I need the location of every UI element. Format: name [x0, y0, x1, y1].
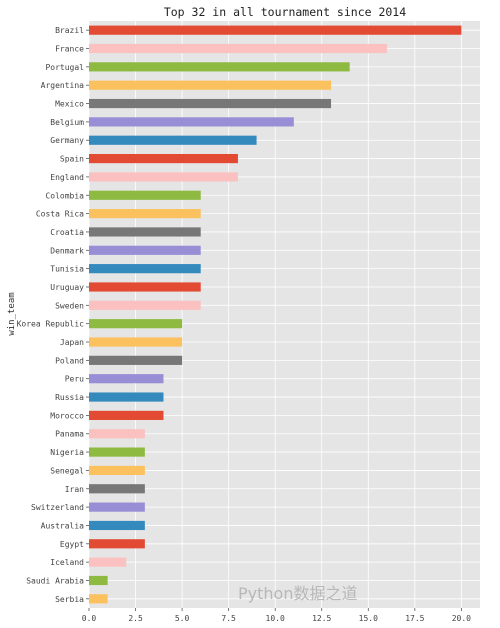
- x-tick-label-8: 20.0: [452, 614, 471, 623]
- bar-argentina: [89, 80, 332, 90]
- y-tick-label-26: Switzerland: [31, 503, 84, 512]
- y-tick-label-12: Denmark: [50, 246, 84, 255]
- bar-spain: [89, 153, 238, 164]
- x-tick-label-2: 5.0: [175, 614, 190, 623]
- bars: [89, 25, 462, 604]
- bar-costa-rica: [89, 209, 201, 219]
- y-tick-label-4: Mexico: [55, 100, 84, 109]
- y-tick-label-17: Japan: [60, 338, 84, 347]
- bar-morocco: [89, 410, 164, 420]
- y-tick-label-27: Australia: [41, 521, 85, 530]
- y-tick-label-30: Saudi Arabia: [26, 576, 84, 585]
- y-tick-label-25: Iran: [65, 485, 84, 494]
- bar-australia: [89, 520, 145, 531]
- bar-senegal: [89, 465, 145, 476]
- bar-iran: [89, 484, 145, 494]
- y-tick-label-21: Morocco: [50, 411, 84, 420]
- y-tick-label-24: Senegal: [50, 466, 84, 475]
- x-tick-label-1: 2.5: [128, 614, 143, 623]
- x-tick-label-3: 7.5: [221, 614, 236, 623]
- watermark: Python数据之道: [238, 584, 357, 603]
- y-tick-label-15: Sweden: [55, 301, 84, 310]
- x-tick-label-7: 17.5: [405, 614, 424, 623]
- x-tick-label-0: 0.0: [82, 614, 97, 623]
- bar-serbia: [89, 594, 108, 604]
- y-tick-label-7: Spain: [60, 155, 84, 164]
- bar-sweden: [89, 300, 201, 310]
- bar-tunisia: [89, 264, 201, 274]
- y-tick-label-18: Poland: [55, 356, 84, 365]
- y-tick-label-29: Iceland: [50, 558, 84, 567]
- bar-saudi-arabia: [89, 575, 108, 586]
- y-tick-label-3: Argentina: [41, 81, 85, 90]
- y-tick-label-23: Nigeria: [50, 448, 84, 457]
- bar-portugal: [89, 62, 350, 72]
- x-tick-label-6: 15.0: [359, 614, 378, 623]
- bar-colombia: [89, 190, 201, 200]
- x-tick-label-4: 10.0: [266, 614, 285, 623]
- bar-uruguay: [89, 282, 201, 292]
- y-axis-label: win_team: [7, 292, 17, 335]
- bar-mexico: [89, 98, 332, 109]
- bar-switzerland: [89, 502, 145, 512]
- y-tick-label-31: Serbia: [55, 595, 84, 604]
- x-tick-label-5: 12.5: [312, 614, 331, 623]
- y-tick-label-22: Panama: [55, 430, 84, 439]
- bar-peru: [89, 374, 164, 384]
- y-tick-label-9: Colombia: [45, 191, 84, 200]
- bar-egypt: [89, 539, 145, 549]
- bar-croatia: [89, 227, 201, 237]
- y-tick-label-5: Belgium: [50, 118, 84, 127]
- bar-belgium: [89, 117, 294, 127]
- y-tick-label-20: Russia: [55, 393, 84, 402]
- y-tick-label-6: Germany: [50, 136, 84, 145]
- y-tick-label-19: Peru: [65, 375, 84, 384]
- y-tick-label-8: England: [50, 173, 84, 182]
- bar-brazil: [89, 25, 462, 35]
- chart-title: Top 32 in all tournament since 2014: [164, 5, 406, 19]
- bar-panama: [89, 429, 145, 439]
- plot-area: [89, 21, 480, 608]
- bar-iceland: [89, 557, 127, 567]
- bar-england: [89, 172, 238, 182]
- y-tick-label-10: Costa Rica: [36, 210, 84, 219]
- x-tick-labels: 0.0 2.5 5.0 7.5 10.0 12.5 15.0 17.5 20.0: [82, 608, 471, 623]
- bar-denmark: [89, 245, 201, 255]
- y-tick-label-0: Brazil: [55, 26, 84, 35]
- y-tick-label-16: Korea Republic: [17, 320, 85, 329]
- y-tick-labels: Brazil France Portugal Argentina Mexico Belgi…: [17, 26, 89, 604]
- bar-korea-republic: [89, 319, 183, 329]
- y-tick-label-28: Egypt: [60, 540, 84, 549]
- bar-france: [89, 43, 387, 54]
- y-tick-label-2: Portugal: [45, 63, 84, 72]
- y-tick-label-1: France: [55, 45, 84, 54]
- bar-japan: [89, 337, 183, 347]
- y-tick-label-14: Uruguay: [50, 283, 84, 292]
- bar-poland: [89, 355, 183, 365]
- y-tick-label-13: Tunisia: [50, 265, 84, 274]
- bar-germany: [89, 135, 257, 145]
- bar-russia: [89, 392, 164, 402]
- bar-nigeria: [89, 447, 145, 457]
- y-tick-label-11: Croatia: [50, 228, 84, 237]
